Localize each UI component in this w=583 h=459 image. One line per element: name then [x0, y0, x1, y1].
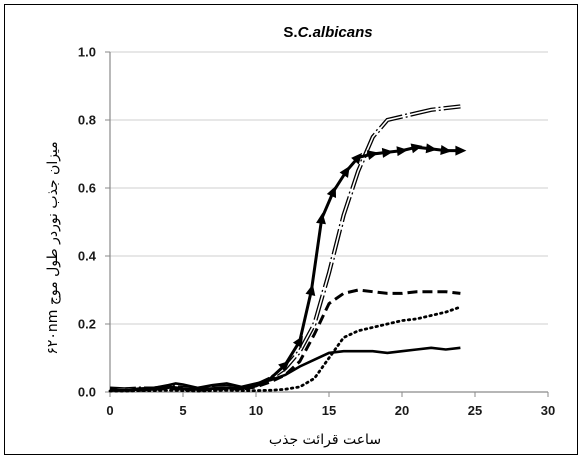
triangle-marker: [326, 185, 337, 198]
chart-frame: [4, 4, 578, 455]
series-line-4: [108, 305, 462, 393]
y-tick-label: 0.2: [78, 317, 96, 332]
y-tick-label: 1.0: [78, 45, 96, 60]
triangle-marker: [316, 212, 326, 225]
x-tick-label: 10: [249, 403, 263, 418]
x-tick-label: 15: [322, 403, 336, 418]
x-tick-labels: 0 5 10 15 20 25 30: [106, 403, 555, 418]
y-tick-labels: 0.0 0.2 0.4 0.6 0.8 1.0: [78, 45, 97, 400]
triangle-marker: [425, 143, 438, 154]
y-axis-label: میزان جذب نوردر طول موج ۶۲۰nm: [45, 141, 61, 354]
triangle-marker: [440, 145, 452, 155]
triangle-marker: [396, 146, 408, 157]
triangle-marker: [351, 152, 363, 165]
x-axis-label: ساعت قرائت جذب: [269, 432, 381, 448]
gridlines: [110, 51, 548, 325]
series-line-3: [110, 288, 461, 392]
y-tick-label: 0.4: [78, 249, 97, 264]
x-tick-label: 0: [106, 403, 113, 418]
triangle-marker: [339, 165, 350, 178]
triangle-marker: [366, 150, 379, 161]
y-tick-label: 0.0: [78, 385, 96, 400]
x-tick-label: 25: [468, 403, 482, 418]
triangle-marker: [381, 147, 394, 158]
y-tick-label: 0.8: [78, 113, 96, 128]
triangle-marker: [455, 145, 467, 156]
triangle-marker: [292, 335, 303, 348]
series-line-5: [109, 346, 461, 392]
chart-title: S.C.albicans: [283, 24, 372, 41]
triangle-marker: [410, 143, 423, 154]
triangle-marker: [278, 360, 290, 372]
x-tick-label: 30: [541, 403, 555, 418]
y-tick-label: 0.6: [78, 181, 96, 196]
series-line-2: [110, 145, 461, 392]
x-tick-label: 5: [179, 403, 186, 418]
axes: [105, 51, 549, 397]
x-tick-label: 20: [395, 403, 409, 418]
series-lines: [108, 104, 467, 393]
triangle-marker: [305, 284, 316, 296]
